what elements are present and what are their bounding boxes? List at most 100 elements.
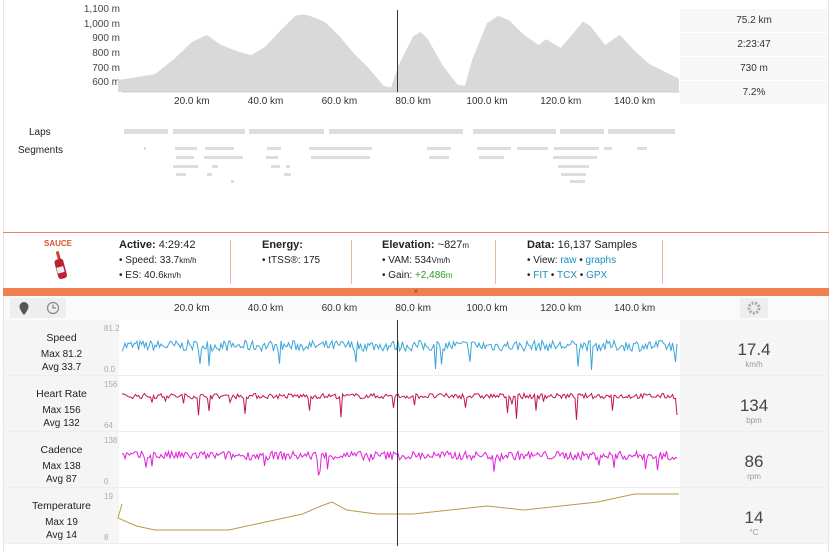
segment-bar[interactable] (553, 156, 597, 159)
x-tick: 80.0 km (395, 303, 431, 314)
y-max: 156 (104, 380, 118, 389)
laps-label: Laps (29, 127, 51, 138)
x-tick: 100.0 km (466, 96, 508, 107)
stream-label: Cadence Max 138 Avg 87 (4, 432, 119, 487)
cursor-distance: 75.2 km (680, 9, 828, 33)
segment-bar[interactable] (175, 147, 197, 150)
segment-bar[interactable] (517, 147, 548, 150)
data-section: Data: 16,137 Samples • View: raw • graph… (527, 239, 638, 281)
segment-bar[interactable] (558, 165, 589, 168)
stream-line (117, 493, 679, 531)
x-tick: 60.0 km (321, 303, 358, 314)
stream-plots[interactable] (0, 320, 835, 552)
x-tick: 100.0 km (466, 303, 508, 314)
segment-bar[interactable] (173, 165, 198, 168)
fit-link[interactable]: FIT (533, 270, 549, 281)
tcx-link[interactable]: TCX (557, 270, 577, 281)
elevation-y-axis: 1,100 m 1,000 m 900 m 800 m 700 m 600 m (70, 0, 120, 95)
stream-line (121, 338, 678, 371)
lap-bar[interactable] (124, 129, 168, 134)
stream-row-temperature: Temperature Max 19 Avg 14 19 8 14 °C (4, 488, 828, 544)
elevation-area (118, 14, 679, 93)
stream-line (121, 449, 678, 476)
segment-bar[interactable] (477, 147, 511, 150)
lap-bar[interactable] (608, 129, 675, 134)
y-min: 0 (104, 477, 109, 486)
segment-bar[interactable] (286, 165, 290, 168)
clock-icon[interactable] (46, 301, 60, 315)
stream-value: 86 rpm (680, 432, 828, 487)
y-tick: 1,000 m (83, 19, 120, 30)
energy-section: Energy: • tTSS®: 175 (262, 239, 321, 266)
segment-bar[interactable] (176, 173, 186, 176)
lap-bar[interactable] (329, 129, 463, 134)
segment-bar[interactable] (604, 147, 612, 150)
segments-label: Segments (18, 145, 64, 156)
sauce-bottle-icon (54, 251, 68, 279)
segment-bar[interactable] (309, 147, 372, 150)
graphs-link[interactable]: graphs (585, 255, 617, 266)
segment-bar[interactable] (284, 173, 291, 176)
segment-bar[interactable] (212, 165, 218, 168)
segment-bar[interactable] (570, 180, 585, 183)
y-tick: 900 m (92, 33, 120, 44)
segment-bar[interactable] (267, 147, 281, 150)
segment-bar[interactable] (176, 156, 194, 159)
segment-bar[interactable] (637, 147, 647, 150)
segment-bar[interactable] (231, 180, 234, 183)
divider (3, 232, 829, 233)
y-min: 64 (104, 421, 113, 430)
map-pin-icon[interactable] (19, 302, 29, 315)
x-tick: 40.0 km (247, 96, 284, 107)
collapse-bar[interactable]: » (3, 288, 829, 296)
x-tick: 20.0 km (174, 96, 210, 107)
y-max: 81.2 (104, 324, 120, 333)
segment-bar[interactable] (266, 156, 278, 159)
gpx-link[interactable]: GPX (586, 270, 608, 281)
y-tick: 1,100 m (83, 4, 120, 15)
cursor-elevation: 730 m (680, 57, 828, 81)
segment-bar[interactable] (429, 156, 449, 159)
y-tick: 600 m (92, 77, 120, 88)
segment-bar[interactable] (205, 147, 234, 150)
stream-row-cadence: Cadence Max 138 Avg 87 138 0 86 rpm (4, 432, 828, 488)
x-tick: 140.0 km (614, 303, 656, 314)
stream-value: 134 bpm (680, 376, 828, 431)
x-tick: 140.0 km (614, 96, 656, 107)
settings-gear-icon[interactable] (740, 298, 768, 318)
segment-bar[interactable] (479, 156, 504, 159)
stream-label: Temperature Max 19 Avg 14 (4, 488, 119, 543)
segment-bar[interactable] (427, 147, 451, 150)
lap-bar[interactable] (473, 129, 556, 134)
stream-row-heart-rate: Heart Rate Max 156 Avg 132 156 64 134 bpm (4, 376, 828, 432)
raw-link[interactable]: raw (560, 255, 577, 266)
stream-line (121, 391, 678, 420)
x-tick: 120.0 km (540, 96, 582, 107)
y-max: 19 (104, 492, 113, 501)
laps-segments-tracks[interactable] (0, 125, 835, 185)
lap-bar[interactable] (560, 129, 604, 134)
segment-bar[interactable] (311, 156, 370, 159)
page-frame (3, 0, 829, 552)
y-max: 138 (104, 436, 118, 445)
segment-bar[interactable] (561, 173, 586, 176)
lap-bar[interactable] (249, 129, 324, 134)
x-tick: 120.0 km (540, 303, 582, 314)
segment-bar[interactable] (144, 147, 146, 150)
lap-bar[interactable] (173, 129, 245, 134)
stream-label: Heart Rate Max 156 Avg 132 (4, 376, 119, 431)
x-tick: 60.0 km (321, 96, 358, 107)
graph-toolbar (4, 296, 828, 320)
segment-bar[interactable] (204, 156, 243, 159)
elevation-section: Elevation: ~827m • VAM: 534Vm/h • Gain: … (382, 239, 470, 281)
segment-bar[interactable] (554, 147, 599, 150)
segment-bar[interactable] (271, 165, 280, 168)
stream-row-speed: Speed Max 81.2 Avg 33.7 81.2 0.0 17.4 km/h (4, 320, 828, 376)
cursor-grade: 7.2% (680, 81, 828, 105)
y-min: 8 (104, 533, 109, 542)
elevation-chart[interactable] (0, 0, 835, 100)
cursor-time: 2:23:47 (680, 33, 828, 57)
y-min: 0.0 (104, 365, 116, 374)
segment-bar[interactable] (207, 173, 212, 176)
y-tick: 800 m (92, 48, 120, 59)
